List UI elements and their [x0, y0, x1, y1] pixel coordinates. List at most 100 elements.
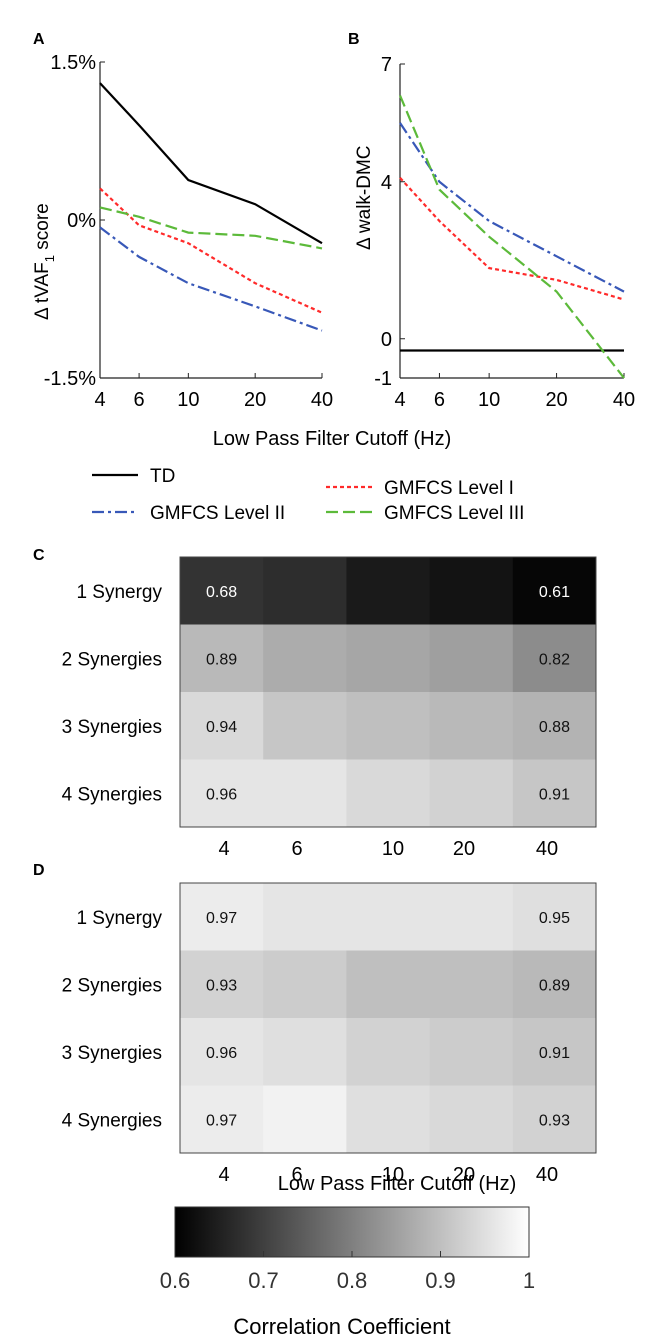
panel-c-cell: [346, 759, 431, 828]
panel-b-ytick-label: -1: [374, 368, 392, 390]
panel-a-ytick-label: 1.5%: [50, 52, 96, 74]
panel-c-letter: C: [33, 547, 45, 564]
panel-d-cell: [263, 950, 347, 1019]
panel-c-cell: [429, 624, 514, 693]
panel-d-cell: [263, 883, 347, 951]
panel-a-xtick-label: 10: [177, 389, 199, 411]
legend-label-td: TD: [150, 466, 175, 487]
panel-d-cell-label: 0.97: [206, 910, 237, 927]
panel-d-cell: [180, 950, 264, 1019]
panel-c-cell-label: 0.68: [206, 584, 237, 601]
panel-c-cell: [263, 624, 347, 693]
panel-c-col-label: 40: [536, 838, 558, 860]
panel-b-letter: B: [348, 31, 360, 48]
panel-d-col-label: 40: [536, 1164, 558, 1186]
panel-c-row-label: 4 Synergies: [62, 784, 162, 805]
panel-d-cell: [180, 1085, 264, 1154]
panel-c-cell: [180, 557, 264, 625]
panel-c-cell-label: 0.82: [539, 651, 570, 668]
panel-a-series-gmfcs-2: [99, 226, 323, 332]
panel-d-cell: [512, 1018, 597, 1086]
panel-d-cell: [346, 883, 431, 951]
panel-d-cell-label: 0.96: [206, 1045, 237, 1062]
panel-c-cell: [180, 624, 264, 693]
panel-d-cell: [263, 1085, 347, 1154]
panel-c-heatmap: 0.68 0.61 1 Synergy 0.89 0.82 2 Synergies 0.94…: [62, 556, 597, 860]
panel-c-row-label: 1 Synergy: [76, 582, 162, 603]
panel-a-series-gmfcs-3: [99, 206, 323, 250]
panel-d-cell: [346, 1085, 431, 1154]
panel-c-cell-label: 0.94: [206, 719, 237, 736]
panel-c-border: [179, 556, 597, 828]
line-charts-xlabel: Low Pass Filter Cutoff (Hz): [213, 428, 452, 450]
panel-c-cell: [180, 759, 264, 828]
panel-d-cell: [429, 883, 514, 951]
panel-d-row-label: 2 Synergies: [62, 975, 162, 996]
panel-d-row-label: 3 Synergies: [62, 1043, 162, 1064]
colorbar: 0.6 0.7 0.8 0.9 1 Correlation Coefficient: [160, 1206, 535, 1339]
panel-a-plot: 1.5% 0% -1.5%4 6 10 20 40: [44, 52, 333, 411]
panel-c-cell: [263, 692, 347, 760]
panel-d-cell: [346, 1018, 431, 1086]
panel-b-plot: 740-14 6 10 20 40: [374, 54, 635, 411]
panel-c-cell: [346, 624, 431, 693]
panel-a-ylabel-main: Δ tVAF: [32, 262, 53, 320]
panel-a-xtick-label: 4: [94, 389, 105, 411]
panel-a-series-gmfcs-1: [99, 187, 323, 314]
panel-b-xtick-label: 10: [478, 389, 500, 411]
panel-d-cell: [429, 1085, 514, 1154]
panel-d-border: [179, 882, 597, 1154]
panel-c-cell-label: 0.89: [206, 651, 237, 668]
panel-c-cell: [429, 557, 514, 625]
panel-d-heatmap: 0.97 0.95 1 Synergy 0.93 0.89 2 Synergies 0.96…: [62, 882, 597, 1186]
colorbar-tick-label: 0.8: [337, 1268, 368, 1293]
panel-c-cell: [346, 692, 431, 760]
panel-d-cell-label: 0.93: [206, 977, 237, 994]
panel-d-cell: [346, 950, 431, 1019]
panel-d-letter: D: [33, 862, 45, 879]
panel-a-xtick-label: 20: [244, 389, 266, 411]
panel-b-series-gmfcs-3: [398, 94, 625, 379]
panel-c-col-label: 6: [291, 838, 302, 860]
panel-c-cell: [263, 759, 347, 828]
panel-d-cell-label: 0.93: [539, 1112, 570, 1129]
panel-c-col-label: 20: [453, 838, 475, 860]
panel-a-ytick-label: -1.5%: [44, 368, 96, 390]
colorbar-label: Correlation Coefficient: [233, 1314, 450, 1339]
panel-a-ytick-label: 0%: [67, 210, 96, 232]
panel-d-cell: [512, 883, 597, 951]
panel-c-cell: [429, 692, 514, 760]
panel-c-cell: [512, 624, 597, 693]
panel-d-col-label: 10: [382, 1164, 404, 1186]
panel-b-xtick-label: 6: [434, 389, 445, 411]
panel-d-cell-label: 0.95: [539, 910, 570, 927]
colorbar-tick-label: 0.6: [160, 1268, 191, 1293]
panel-c-cell: [263, 557, 347, 625]
panel-a: A 1.5% 0% -1.5%4 6 10 20 40 Δ tVAF1 score: [32, 31, 333, 411]
panel-b-ytick-label: 7: [381, 54, 392, 76]
panel-d-cell: [180, 1018, 264, 1086]
panel-a-ylabel-tail: score: [32, 203, 53, 255]
panel-c-cell: [429, 759, 514, 828]
legend: TD GMFCS Level II GMFCS Level I GMFCS Le…: [92, 466, 524, 524]
panel-d-cell: [512, 950, 597, 1019]
panel-b-xtick-label: 4: [394, 389, 405, 411]
panel-b-series-gmfcs-2: [399, 122, 625, 293]
panel-b-ylabel: Δ walk-DMC: [354, 145, 375, 250]
panel-c-cell: [512, 759, 597, 828]
panel-d-row-label: 4 Synergies: [62, 1110, 162, 1131]
colorbar-ticks: 0.6 0.7 0.8 0.9 1: [160, 1251, 535, 1293]
panel-c-cell-label: 0.96: [206, 786, 237, 803]
colorbar-gradient: [174, 1206, 530, 1258]
colorbar-tick-label: 1: [523, 1268, 535, 1293]
panel-b-ytick-label: 4: [381, 172, 392, 194]
panel-c-cell-label: 0.61: [539, 584, 570, 601]
panel-a-letter: A: [33, 31, 45, 48]
panel-d-cell-label: 0.89: [539, 977, 570, 994]
panel-c-cell-label: 0.88: [539, 719, 570, 736]
panel-d-cell: [180, 883, 264, 951]
panel-d-cell: [429, 1018, 514, 1086]
